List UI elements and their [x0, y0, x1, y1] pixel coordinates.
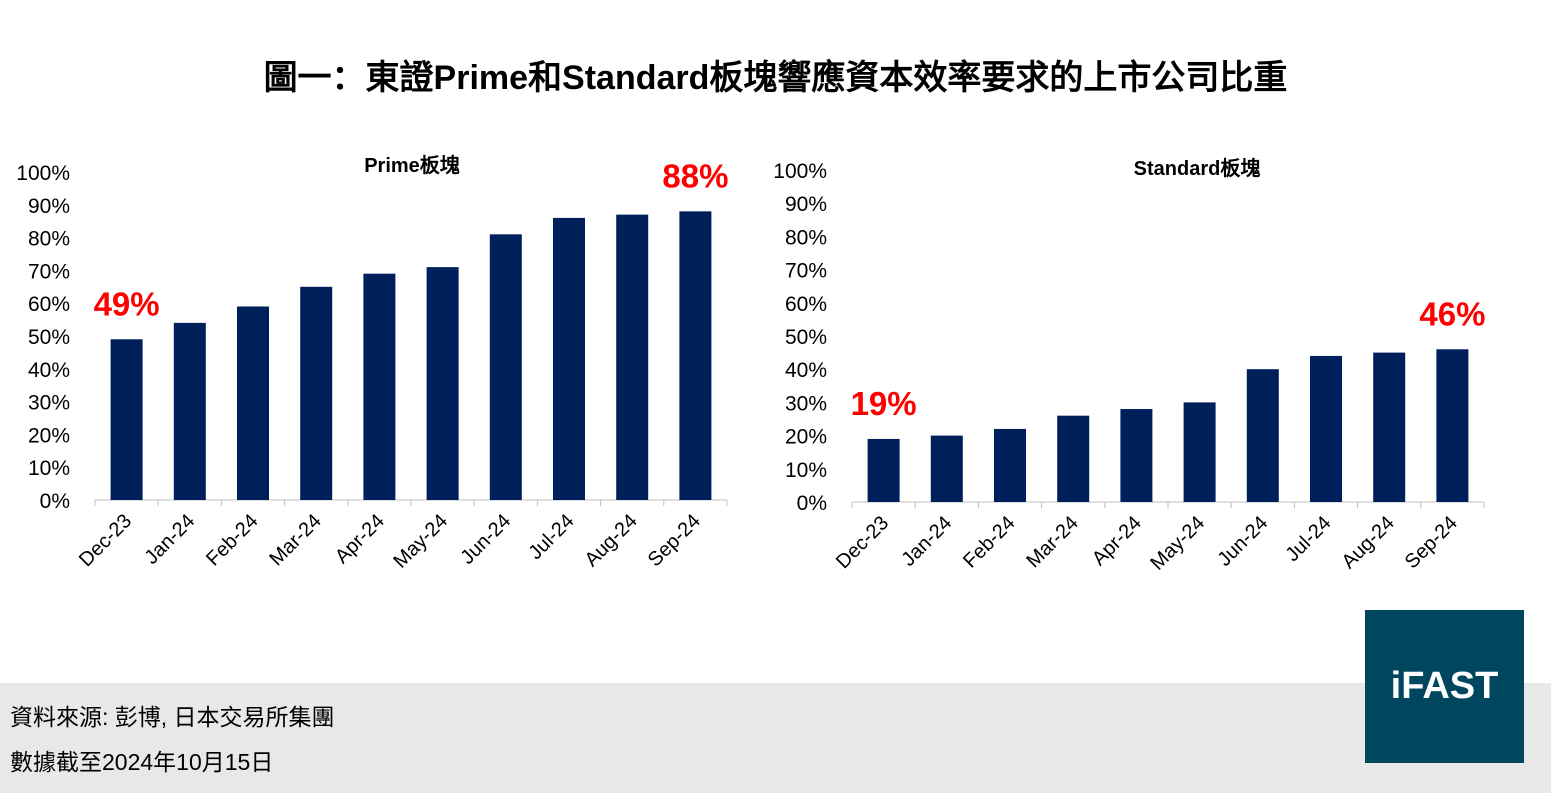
x-tick-label: Feb-24: [959, 512, 1019, 572]
x-tick-label: Jul-24: [1281, 512, 1335, 566]
x-tick-label: May-24: [1146, 512, 1209, 575]
bar: [1057, 415, 1090, 502]
x-tick-label: Jan-24: [898, 512, 957, 571]
y-tick-label: 10%: [785, 459, 827, 482]
x-tick-label: May-24: [389, 510, 452, 573]
data-label: 49%: [94, 285, 160, 322]
y-tick-label: 70%: [28, 260, 70, 283]
x-tick-label: Sep-24: [644, 510, 705, 571]
y-tick-label: 0%: [797, 492, 827, 515]
x-tick-label: Jul-24: [524, 510, 578, 564]
x-tick-label: Dec-23: [75, 510, 136, 571]
y-tick-label: 40%: [28, 359, 70, 382]
bar: [237, 306, 269, 500]
y-tick-label: 100%: [773, 160, 827, 183]
y-tick-label: 70%: [785, 260, 827, 283]
y-tick-label: 30%: [785, 392, 827, 415]
x-tick-label: Apr-24: [331, 510, 389, 568]
chart-title: Prime板塊: [364, 153, 460, 177]
x-tick-label: Jan-24: [141, 510, 200, 569]
x-tick-label: Sep-24: [1401, 512, 1462, 573]
y-tick-label: 0%: [40, 490, 70, 513]
bar: [867, 438, 900, 502]
y-tick-label: 20%: [28, 424, 70, 447]
y-tick-label: 50%: [785, 326, 827, 349]
date-note: 數據截至2024年10月15日: [10, 749, 274, 775]
footer: 資料來源: 彭博, 日本交易所集團 數據截至2024年10月15日: [0, 683, 1551, 793]
bar: [1183, 402, 1216, 502]
data-label: 88%: [662, 157, 728, 194]
x-tick-label: Jun-24: [457, 510, 516, 569]
x-tick-label: Feb-24: [202, 510, 262, 570]
bar: [616, 214, 649, 500]
bar: [426, 267, 459, 500]
page-title: 圖一：東證Prime和Standard板塊響應資本效率要求的上市公司比重: [263, 59, 1288, 97]
x-tick-label: Mar-24: [265, 510, 325, 570]
bar: [110, 339, 143, 500]
y-tick-label: 90%: [28, 195, 70, 218]
x-tick-label: Aug-24: [581, 510, 642, 571]
x-tick-label: Mar-24: [1022, 512, 1082, 572]
bar: [173, 322, 206, 500]
bar: [994, 428, 1026, 502]
bar: [1310, 355, 1342, 502]
y-tick-label: 20%: [785, 426, 827, 449]
bar: [489, 234, 522, 500]
y-tick-label: 90%: [785, 193, 827, 216]
bar: [553, 217, 585, 501]
y-tick-label: 60%: [785, 293, 827, 316]
y-tick-label: 50%: [28, 326, 70, 349]
y-tick-label: 10%: [28, 457, 70, 480]
ifast-logo: iFAST: [1365, 610, 1524, 763]
x-tick-label: Dec-23: [832, 512, 893, 573]
bar: [1373, 352, 1406, 502]
bar: [300, 286, 333, 500]
bar: [1246, 369, 1279, 502]
y-tick-label: 30%: [28, 392, 70, 415]
data-label: 46%: [1419, 295, 1485, 332]
y-tick-label: 100%: [16, 162, 70, 185]
source-note: 資料來源: 彭博, 日本交易所集團: [10, 704, 335, 730]
bar: [363, 273, 396, 500]
bar: [1120, 409, 1153, 502]
bar: [930, 435, 963, 502]
y-tick-label: 40%: [785, 359, 827, 382]
y-tick-label: 80%: [785, 226, 827, 249]
chart-title: Standard板塊: [1134, 156, 1261, 180]
y-tick-label: 80%: [28, 228, 70, 251]
bar: [1436, 349, 1469, 502]
data-label: 19%: [851, 385, 917, 422]
x-tick-label: Apr-24: [1088, 512, 1146, 570]
bar: [679, 211, 712, 501]
x-tick-label: Jun-24: [1214, 512, 1273, 571]
x-tick-label: Aug-24: [1338, 512, 1399, 573]
y-tick-label: 60%: [28, 293, 70, 316]
